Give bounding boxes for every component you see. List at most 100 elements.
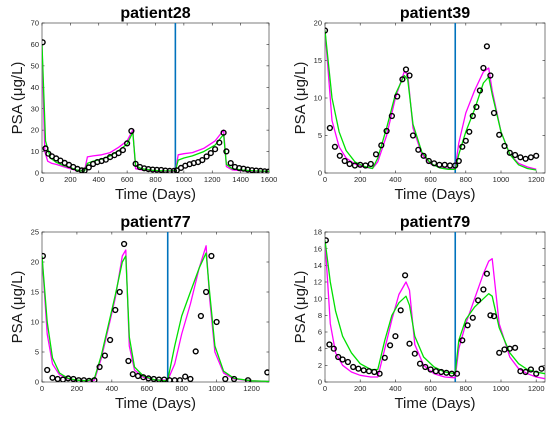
data-point <box>187 375 194 382</box>
model-line-green <box>42 44 269 172</box>
axes-box <box>41 22 270 174</box>
data-point <box>49 374 56 381</box>
data-point <box>326 341 333 348</box>
y-tick-label: 70 <box>31 19 39 28</box>
x-tick-label: 1000 <box>493 384 510 393</box>
data-point <box>415 146 422 153</box>
data-point <box>455 157 462 165</box>
data-point <box>115 150 122 157</box>
data-point <box>44 366 51 374</box>
x-tick-label: 0 <box>323 175 327 184</box>
chart-title: patient77 <box>120 214 190 231</box>
x-tick-label: 1000 <box>208 384 225 393</box>
x-axis-label: Time (Days) <box>115 186 196 203</box>
data-point <box>70 375 77 382</box>
data-point <box>469 314 476 321</box>
data-point <box>372 151 380 158</box>
data-point <box>123 140 131 147</box>
y-tick-label: 8 <box>318 311 322 320</box>
data-point <box>533 152 540 159</box>
data-point <box>261 168 268 173</box>
data-point <box>388 112 396 120</box>
data-point <box>78 167 85 173</box>
data-point <box>487 312 494 319</box>
data-point <box>406 340 413 347</box>
data-point <box>427 366 434 373</box>
data-point <box>487 72 494 79</box>
data-point <box>420 152 427 159</box>
data-point <box>223 148 230 155</box>
data-point <box>511 344 519 351</box>
data-point <box>490 109 498 117</box>
x-tick-label: 1600 <box>261 175 278 184</box>
data-point <box>360 367 367 374</box>
data-point <box>54 375 61 382</box>
data-point <box>346 160 353 168</box>
chart-title: patient28 <box>120 5 190 22</box>
data-point <box>197 312 205 320</box>
y-tick-label: 20 <box>314 19 322 28</box>
axes-box <box>41 231 270 383</box>
data-point <box>182 373 189 380</box>
data-point <box>469 112 476 120</box>
y-tick-label: 40 <box>31 83 39 92</box>
plot-area <box>42 39 269 173</box>
x-tick-label: 200 <box>71 384 84 393</box>
data-point <box>501 346 508 353</box>
data-point <box>464 322 471 329</box>
data-point <box>466 128 473 135</box>
data-point <box>326 124 334 132</box>
x-tick-label: 400 <box>389 175 402 184</box>
data-point <box>483 270 491 277</box>
data-point <box>106 336 114 344</box>
data-point <box>350 363 357 371</box>
data-point <box>42 145 49 152</box>
x-tick-label: 200 <box>354 175 367 184</box>
data-point <box>371 368 378 376</box>
data-point <box>496 349 503 356</box>
data-point <box>91 377 98 382</box>
plot-area <box>42 240 269 382</box>
data-point <box>394 93 401 100</box>
data-point <box>120 240 128 248</box>
data-point <box>96 363 103 371</box>
y-tick-label: 12 <box>314 278 322 287</box>
data-point <box>381 354 388 361</box>
x-tick-label: 600 <box>121 175 134 184</box>
data-point <box>387 342 394 349</box>
data-point <box>533 370 540 377</box>
axes-box <box>324 231 546 383</box>
y-tick-label: 10 <box>31 147 39 156</box>
y-tick-label: 30 <box>31 104 39 113</box>
x-tick-label: 200 <box>354 384 367 393</box>
data-point <box>399 76 406 83</box>
axes-box <box>324 22 546 174</box>
data-point <box>231 375 238 382</box>
x-tick-label: 600 <box>141 384 154 393</box>
data-point <box>431 160 438 167</box>
data-point <box>212 146 219 153</box>
data-point <box>207 150 214 157</box>
data-point <box>192 348 199 355</box>
y-tick-label: 16 <box>314 244 322 253</box>
model-line-magenta <box>42 44 269 173</box>
data-point <box>341 157 348 165</box>
x-tick-label: 800 <box>460 175 473 184</box>
data-point <box>496 131 503 138</box>
chart-title: patient79 <box>400 214 470 231</box>
x-tick-label: 400 <box>389 384 402 393</box>
data-point <box>522 368 529 376</box>
x-tick-label: 800 <box>460 384 473 393</box>
data-point <box>119 147 127 154</box>
data-point <box>538 365 545 372</box>
x-tick-label: 1000 <box>176 175 193 184</box>
y-tick-label: 25 <box>31 228 39 237</box>
data-point <box>129 371 136 378</box>
data-point <box>264 369 269 376</box>
data-point <box>475 297 482 304</box>
data-point <box>409 132 417 139</box>
data-point <box>506 149 513 156</box>
data-point <box>331 143 339 150</box>
x-tick-label: 400 <box>92 175 105 184</box>
data-point <box>203 153 210 160</box>
